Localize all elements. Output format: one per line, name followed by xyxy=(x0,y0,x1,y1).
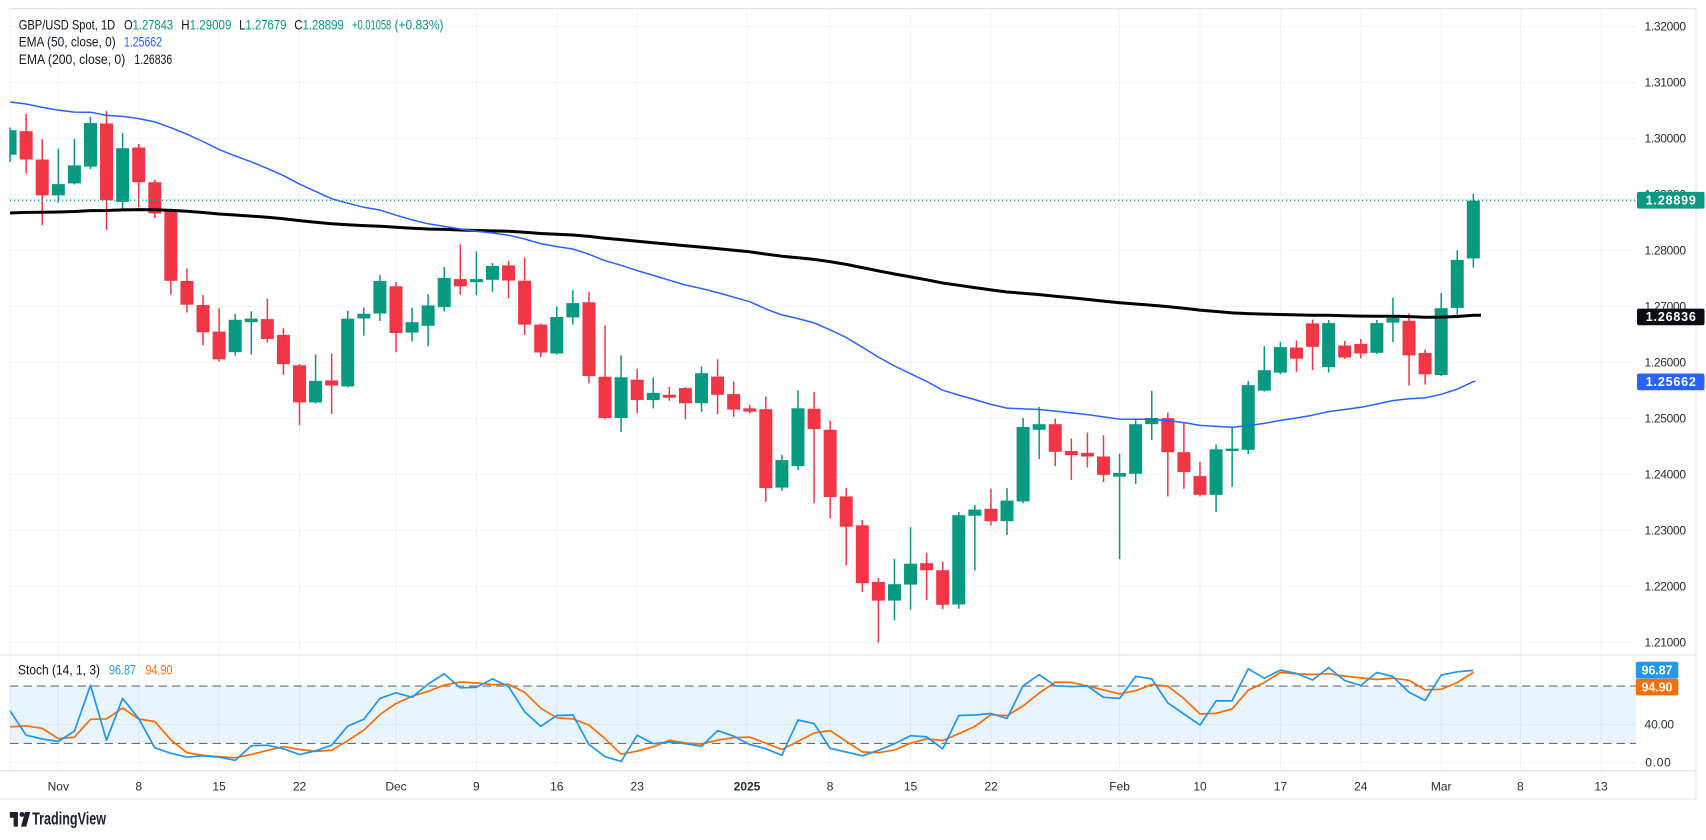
svg-text:8: 8 xyxy=(135,779,142,793)
svg-text:Feb: Feb xyxy=(1109,779,1130,793)
svg-text:TradingView: TradingView xyxy=(32,808,106,828)
svg-text:1.31000: 1.31000 xyxy=(1645,76,1687,90)
svg-text:C1.28899: C1.28899 xyxy=(294,17,344,33)
svg-text:Mar: Mar xyxy=(1431,779,1452,793)
svg-text:O1.27843: O1.27843 xyxy=(124,17,173,33)
svg-text:1.25000: 1.25000 xyxy=(1645,412,1687,426)
svg-text:94.90: 94.90 xyxy=(1642,680,1673,694)
svg-text:1.32000: 1.32000 xyxy=(1645,20,1687,34)
svg-text:H1.29009: H1.29009 xyxy=(181,17,231,33)
svg-text:1.26836: 1.26836 xyxy=(134,51,172,67)
svg-text:Stoch (14, 1, 3): Stoch (14, 1, 3) xyxy=(18,661,100,677)
svg-text:16: 16 xyxy=(550,779,564,793)
svg-text:EMA (50, close, 0): EMA (50, close, 0) xyxy=(19,34,116,50)
svg-text:15: 15 xyxy=(904,779,918,793)
svg-text:15: 15 xyxy=(212,779,226,793)
svg-text:96.87: 96.87 xyxy=(109,661,136,677)
svg-text:1.26000: 1.26000 xyxy=(1645,356,1687,370)
svg-text:22: 22 xyxy=(984,779,998,793)
svg-text:Dec: Dec xyxy=(385,779,406,793)
svg-text:96.87: 96.87 xyxy=(1642,663,1673,677)
svg-text:+0.01058: +0.01058 xyxy=(352,17,391,33)
svg-text:13: 13 xyxy=(1594,779,1608,793)
svg-text:0.00: 0.00 xyxy=(1645,756,1671,770)
svg-text:EMA (200, close, 0): EMA (200, close, 0) xyxy=(19,51,126,67)
svg-text:24: 24 xyxy=(1354,779,1368,793)
svg-text:(+0.83%): (+0.83%) xyxy=(395,17,444,33)
svg-text:22: 22 xyxy=(293,779,307,793)
svg-text:1.26836: 1.26836 xyxy=(1646,310,1696,324)
svg-text:1.21000: 1.21000 xyxy=(1645,636,1687,650)
svg-text:2025: 2025 xyxy=(734,779,761,793)
svg-text:1.28000: 1.28000 xyxy=(1645,244,1687,258)
svg-text:1.25662: 1.25662 xyxy=(1646,375,1696,389)
svg-text:17: 17 xyxy=(1274,779,1288,793)
svg-text:GBP/USD Spot, 1D: GBP/USD Spot, 1D xyxy=(19,17,116,33)
svg-text:1.25662: 1.25662 xyxy=(124,34,162,50)
svg-text:1.23000: 1.23000 xyxy=(1645,524,1687,538)
svg-text:40.00: 40.00 xyxy=(1645,718,1675,732)
svg-text:Nov: Nov xyxy=(48,779,69,793)
svg-text:1.30000: 1.30000 xyxy=(1645,132,1687,146)
svg-text:1.28899: 1.28899 xyxy=(1646,194,1696,208)
svg-text:23: 23 xyxy=(631,779,645,793)
svg-text:1.24000: 1.24000 xyxy=(1645,468,1687,482)
svg-text:L1.27679: L1.27679 xyxy=(239,17,287,33)
svg-text:9: 9 xyxy=(473,779,480,793)
svg-text:8: 8 xyxy=(1517,779,1524,793)
svg-text:94.90: 94.90 xyxy=(146,661,173,677)
svg-text:1.22000: 1.22000 xyxy=(1645,580,1687,594)
svg-text:8: 8 xyxy=(827,779,834,793)
svg-text:10: 10 xyxy=(1193,779,1207,793)
